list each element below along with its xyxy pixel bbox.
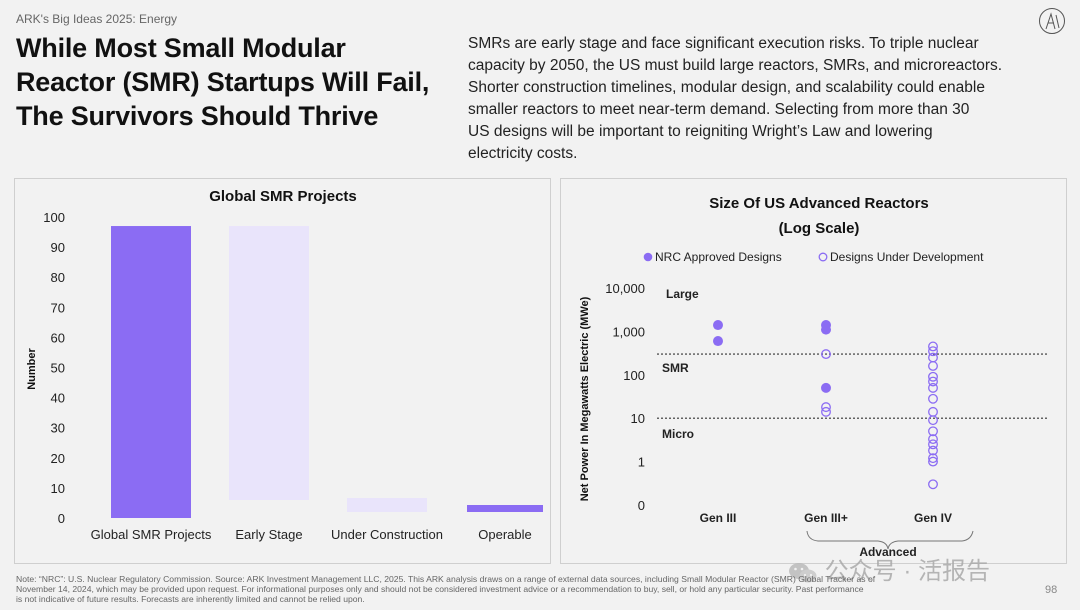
under-development-point	[821, 349, 831, 360]
y-tick-label: 1	[638, 455, 645, 470]
y-tick-label: 0	[58, 511, 65, 526]
advanced-group-label: Advanced	[859, 545, 916, 559]
smr-projects-bar-chart: Global SMR Projects Number 0 10 20 30 40 50 60…	[26, 188, 543, 542]
wechat-icon	[789, 562, 817, 583]
under-development-point	[821, 406, 831, 417]
ark-logo-icon	[1039, 8, 1065, 34]
intro-line: smaller reactors to meet near-term deman…	[468, 101, 970, 118]
under-development-point	[928, 376, 938, 387]
under-development-point	[928, 426, 938, 437]
y-tick-label: 40	[51, 391, 65, 406]
y-tick-label: 1,000	[612, 324, 645, 339]
region-label-large: Large	[666, 287, 699, 301]
intro-line: Shorter construction timelines, modular …	[468, 79, 985, 96]
under-development-point	[928, 393, 938, 404]
y-tick-label: 0	[638, 498, 645, 513]
footnote-line: is not indicative of future results. For…	[16, 594, 365, 604]
legend-hollow-marker	[818, 252, 828, 262]
page-title: While Most Small Modular Reactor (SMR) S…	[16, 31, 456, 133]
under-development-point	[928, 439, 938, 450]
under-development-point	[928, 445, 938, 456]
page-number: 98	[1045, 584, 1058, 596]
under-development-point	[928, 382, 938, 393]
under-development-point	[928, 360, 938, 371]
footnote: Note: “NRC”: U.S. Nuclear Regulatory Com…	[16, 574, 1006, 604]
intro-line: capacity by 2050, the US must build larg…	[468, 57, 1003, 74]
y-tick-label: 100	[43, 210, 65, 225]
y-tick-label: 60	[51, 330, 65, 345]
under-development-point	[821, 402, 831, 413]
y-tick-label: 80	[51, 270, 65, 285]
title-line: While Most Small Modular	[16, 33, 346, 63]
watermark-text: 公众号 · 活报告	[824, 558, 990, 585]
y-tick-label: 50	[51, 361, 65, 376]
y-axis-label: Net Power In Megawatts Electric (MWe)	[579, 296, 591, 501]
y-axis-label: Number	[26, 348, 38, 390]
nrc-approved-point	[821, 324, 831, 335]
y-tick-label: 10,000	[605, 281, 645, 296]
chart-title: Size Of US Advanced Reactors	[709, 195, 929, 212]
x-category-label: Gen IV	[914, 511, 952, 525]
nrc-approved-point	[821, 382, 831, 393]
nrc-approved-point	[713, 320, 723, 331]
bar	[111, 226, 191, 518]
y-tick-label: 10	[631, 411, 645, 426]
y-tick-label: 90	[51, 240, 65, 255]
nrc-approved-point	[713, 336, 723, 347]
legend-entry: NRC Approved Designs	[655, 250, 782, 264]
bar	[347, 498, 427, 512]
title-line: Reactor (SMR) Startups Will Fail,	[16, 67, 430, 97]
under-development-point	[928, 406, 938, 417]
under-development-point	[928, 415, 938, 426]
under-development-point	[928, 346, 938, 357]
legend-entry: Designs Under Development	[830, 250, 984, 264]
under-development-point	[928, 371, 938, 382]
watermark: 公众号 · 活报告	[788, 551, 990, 586]
y-tick-label: 70	[51, 300, 65, 315]
under-development-point	[928, 479, 938, 490]
smr-projects-panel: Global SMR Projects Number 0 10 20 30 40 50 60…	[14, 178, 551, 564]
x-category-label: Operable	[478, 527, 531, 542]
title-line: The Survivors Should Thrive	[16, 101, 379, 131]
y-tick-label: 20	[51, 451, 65, 466]
under-development-point	[928, 456, 938, 467]
advanced-group-bracket	[806, 530, 974, 550]
under-development-point	[928, 453, 938, 464]
y-tick-label: 30	[51, 421, 65, 436]
x-category-label: Gen III+	[804, 511, 848, 525]
region-label-micro: Micro	[662, 427, 694, 441]
reactor-size-scatter-chart: Size Of US Advanced Reactors (Log Scale)…	[579, 195, 1049, 559]
y-tick-label: 100	[623, 368, 645, 383]
region-label-smr: SMR	[662, 361, 689, 375]
intro-paragraph: SMRs are early stage and face significan…	[468, 33, 1068, 165]
legend-filled-marker	[643, 252, 653, 262]
bar	[467, 505, 543, 512]
x-category-label: Gen III	[700, 511, 737, 525]
x-category-label: Early Stage	[235, 527, 302, 542]
footnote-line: November 14, 2024, which may be provided…	[16, 584, 864, 594]
under-development-point	[928, 341, 938, 352]
chart-title: Global SMR Projects	[209, 188, 357, 205]
x-category-label: Global SMR Projects	[91, 527, 212, 542]
bar	[229, 226, 309, 500]
chart-subtitle: (Log Scale)	[779, 220, 860, 237]
intro-line: US designs will be important to reigniti…	[468, 123, 933, 140]
footnote-line: Note: “NRC”: U.S. Nuclear Regulatory Com…	[16, 574, 876, 584]
y-tick-label: 10	[51, 481, 65, 496]
reactor-size-panel: Size Of US Advanced Reactors (Log Scale)…	[560, 178, 1067, 564]
report-kicker: ARK's Big Ideas 2025: Energy	[16, 12, 178, 26]
under-development-point	[928, 434, 938, 445]
x-category-label: Under Construction	[331, 527, 443, 542]
intro-line: SMRs are early stage and face significan…	[468, 35, 979, 52]
intro-line: electricity costs.	[468, 145, 578, 162]
